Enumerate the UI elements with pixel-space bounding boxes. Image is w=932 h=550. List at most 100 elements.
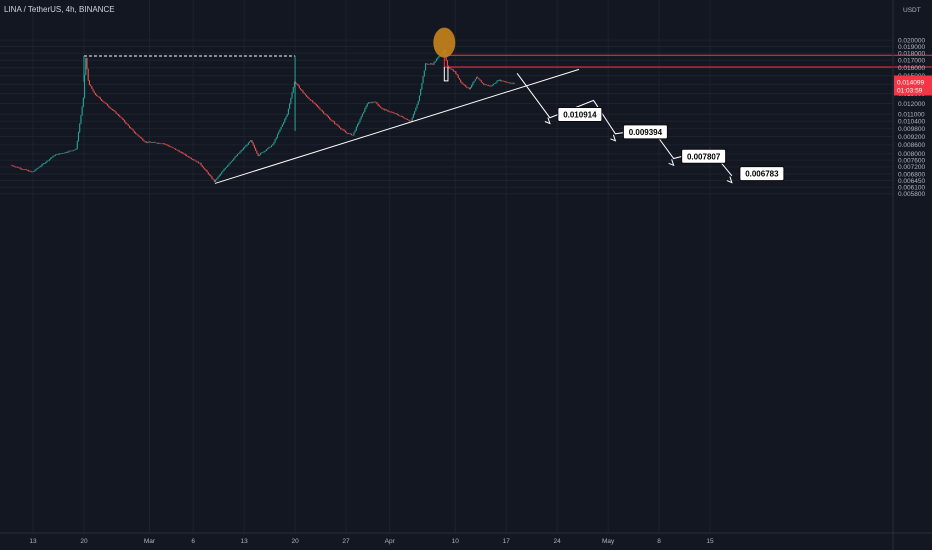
- candle-body: [142, 138, 144, 141]
- candle-body: [349, 133, 351, 135]
- candle-body: [433, 62, 435, 65]
- candle-body: [187, 156, 189, 157]
- chart-drawings: 0.010914 0.009394 0.007807 0.006783: [83, 27, 932, 184]
- candle-body: [206, 170, 208, 173]
- candle-body: [19, 167, 21, 169]
- candle-body: [267, 147, 269, 150]
- candle-body: [411, 117, 413, 122]
- candle-body: [241, 149, 243, 151]
- candle-body: [256, 150, 258, 154]
- symbol-header[interactable]: LINA / TetherUS, 4h, BINANCE: [4, 5, 115, 14]
- candle-body: [215, 179, 217, 182]
- candle-body: [266, 149, 268, 151]
- candle-body: [101, 99, 103, 101]
- candle-body: [113, 110, 115, 111]
- candle-body: [386, 109, 388, 111]
- candle-body: [365, 106, 367, 109]
- candle-body: [383, 108, 385, 111]
- candle-body: [290, 98, 292, 104]
- candle-body: [393, 112, 395, 114]
- target-label: 0.007807: [687, 152, 721, 161]
- candle-body: [138, 135, 140, 137]
- candle-body: [293, 82, 296, 88]
- price-axis[interactable]: USDT0.0200000.0190000.0180000.0170000.01…: [892, 0, 932, 550]
- candle-body: [195, 160, 197, 162]
- candle-body: [485, 84, 487, 86]
- candle-body: [332, 120, 334, 122]
- candle-body: [303, 92, 305, 94]
- candle-body: [394, 113, 396, 115]
- candle-body: [150, 142, 152, 143]
- candle-body: [338, 126, 340, 128]
- price-tick-label: 0.017000: [898, 58, 925, 65]
- candle-body: [477, 77, 479, 79]
- time-axis[interactable]: 13 20 Mar 6 13 20 27 Apr 10 17 24 May 8 15: [0, 532, 932, 545]
- candle-body: [381, 107, 383, 109]
- price-tick-label: 0.006800: [898, 171, 925, 178]
- candle-body: [76, 141, 78, 149]
- candle-body: [376, 102, 378, 104]
- candle-body: [242, 147, 245, 150]
- candle-body: [252, 142, 254, 146]
- price-axis-currency: USDT: [903, 7, 921, 14]
- price-tick-label: 0.016000: [898, 65, 925, 72]
- candle-body: [387, 110, 389, 112]
- ascending-trendline: [214, 68, 580, 184]
- candle-body: [94, 93, 97, 95]
- candle-body: [414, 111, 416, 115]
- candle-body: [371, 102, 373, 103]
- candle-body: [445, 55, 447, 61]
- candle-body: [12, 165, 14, 167]
- candle-body: [366, 103, 368, 107]
- candle-body: [175, 148, 177, 150]
- time-tick-label: 27: [342, 538, 350, 545]
- candle-body: [438, 56, 440, 58]
- candle-body: [165, 144, 167, 145]
- candle-body: [346, 132, 348, 134]
- candle-body: [405, 118, 407, 120]
- candle-body: [353, 132, 355, 136]
- candle-body: [507, 82, 509, 83]
- candle-body: [354, 130, 356, 133]
- candle-body: [137, 134, 139, 136]
- candle-body: [105, 103, 107, 105]
- candle-body: [404, 118, 406, 119]
- price-tick-label: 0.009200: [898, 134, 925, 141]
- candle-body: [33, 171, 35, 172]
- candle-body: [85, 58, 87, 75]
- candle-body: [428, 63, 430, 65]
- time-tick-label: 17: [503, 538, 511, 545]
- candle-body: [52, 155, 54, 158]
- candle-body: [225, 166, 228, 168]
- candle-body: [333, 121, 336, 124]
- candle-body: [119, 115, 121, 117]
- candle-body: [69, 150, 71, 152]
- candle-body: [199, 162, 201, 164]
- candle-body: [91, 86, 93, 89]
- candle-body: [229, 162, 231, 164]
- candle-body: [469, 87, 471, 90]
- candle-body: [392, 112, 394, 113]
- candle-body: [337, 125, 339, 127]
- candle-body: [253, 145, 255, 148]
- candle-body: [276, 134, 279, 138]
- candle-body: [462, 83, 464, 85]
- target-arrow: [544, 117, 551, 125]
- candle-body: [297, 84, 299, 86]
- candle-body: [268, 146, 270, 148]
- candle-body: [147, 141, 149, 143]
- candle-body: [457, 75, 459, 78]
- candle-body: [67, 152, 69, 153]
- candle-body: [50, 158, 52, 160]
- candle-body: [58, 153, 60, 155]
- candle-body: [75, 148, 77, 150]
- candle-body: [53, 155, 55, 157]
- candle-body: [126, 123, 128, 125]
- candle-body: [98, 96, 100, 98]
- candle-body: [16, 166, 18, 168]
- candle-body: [494, 83, 496, 85]
- candle-body: [509, 82, 511, 84]
- candle-body: [88, 80, 90, 85]
- time-tick-label: Mar: [144, 538, 156, 545]
